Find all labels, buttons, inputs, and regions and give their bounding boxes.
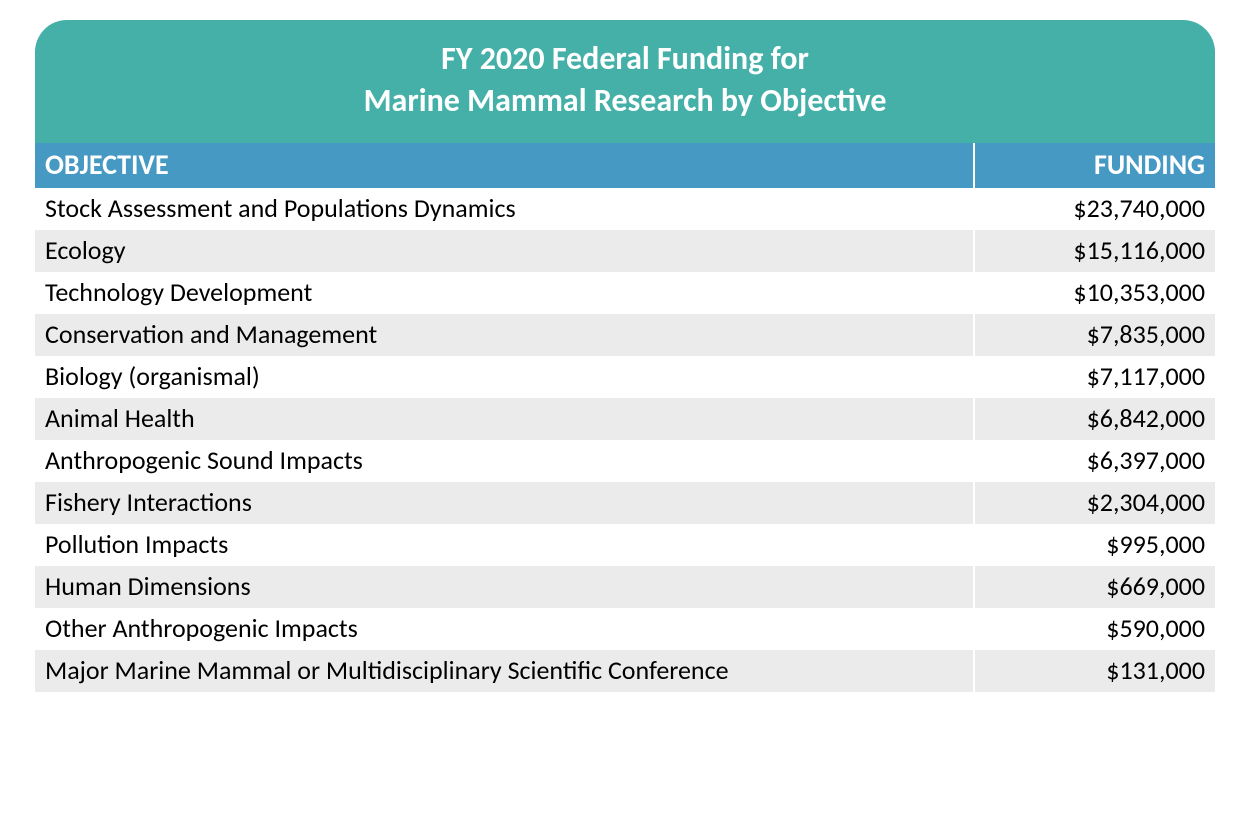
table-row: Major Marine Mammal or Multidisciplinary…: [35, 650, 1215, 692]
title-line-1: FY 2020 Federal Funding for: [55, 38, 1195, 80]
cell-funding: $590,000: [975, 608, 1215, 650]
cell-funding: $669,000: [975, 566, 1215, 608]
table-row: Human Dimensions$669,000: [35, 566, 1215, 608]
table-row: Anthropogenic Sound Impacts$6,397,000: [35, 440, 1215, 482]
table-body: Stock Assessment and Populations Dynamic…: [35, 188, 1215, 692]
funding-table-container: FY 2020 Federal Funding for Marine Mamma…: [35, 20, 1215, 692]
cell-funding: $6,842,000: [975, 398, 1215, 440]
cell-objective: Fishery Interactions: [35, 482, 975, 524]
cell-funding: $995,000: [975, 524, 1215, 566]
cell-objective: Stock Assessment and Populations Dynamic…: [35, 188, 975, 230]
table-row: Other Anthropogenic Impacts$590,000: [35, 608, 1215, 650]
table-row: Stock Assessment and Populations Dynamic…: [35, 188, 1215, 230]
cell-funding: $10,353,000: [975, 272, 1215, 314]
header-funding: FUNDING: [975, 143, 1215, 188]
cell-objective: Other Anthropogenic Impacts: [35, 608, 975, 650]
table-row: Animal Health$6,842,000: [35, 398, 1215, 440]
table-header-row: OBJECTIVE FUNDING: [35, 143, 1215, 188]
cell-funding: $131,000: [975, 650, 1215, 692]
table-row: Biology (organismal)$7,117,000: [35, 356, 1215, 398]
cell-funding: $6,397,000: [975, 440, 1215, 482]
cell-funding: $15,116,000: [975, 230, 1215, 272]
cell-objective: Ecology: [35, 230, 975, 272]
cell-objective: Human Dimensions: [35, 566, 975, 608]
cell-funding: $7,835,000: [975, 314, 1215, 356]
title-line-2: Marine Mammal Research by Objective: [55, 80, 1195, 122]
cell-objective: Biology (organismal): [35, 356, 975, 398]
cell-objective: Pollution Impacts: [35, 524, 975, 566]
table-row: Ecology$15,116,000: [35, 230, 1215, 272]
title-banner: FY 2020 Federal Funding for Marine Mamma…: [35, 20, 1215, 143]
cell-objective: Conservation and Management: [35, 314, 975, 356]
cell-objective: Technology Development: [35, 272, 975, 314]
cell-objective: Anthropogenic Sound Impacts: [35, 440, 975, 482]
table-row: Pollution Impacts$995,000: [35, 524, 1215, 566]
cell-funding: $2,304,000: [975, 482, 1215, 524]
cell-funding: $7,117,000: [975, 356, 1215, 398]
cell-objective: Animal Health: [35, 398, 975, 440]
cell-objective: Major Marine Mammal or Multidisciplinary…: [35, 650, 975, 692]
table-row: Conservation and Management$7,835,000: [35, 314, 1215, 356]
header-objective: OBJECTIVE: [35, 143, 975, 188]
cell-funding: $23,740,000: [975, 188, 1215, 230]
table-row: Technology Development$10,353,000: [35, 272, 1215, 314]
table-row: Fishery Interactions$2,304,000: [35, 482, 1215, 524]
